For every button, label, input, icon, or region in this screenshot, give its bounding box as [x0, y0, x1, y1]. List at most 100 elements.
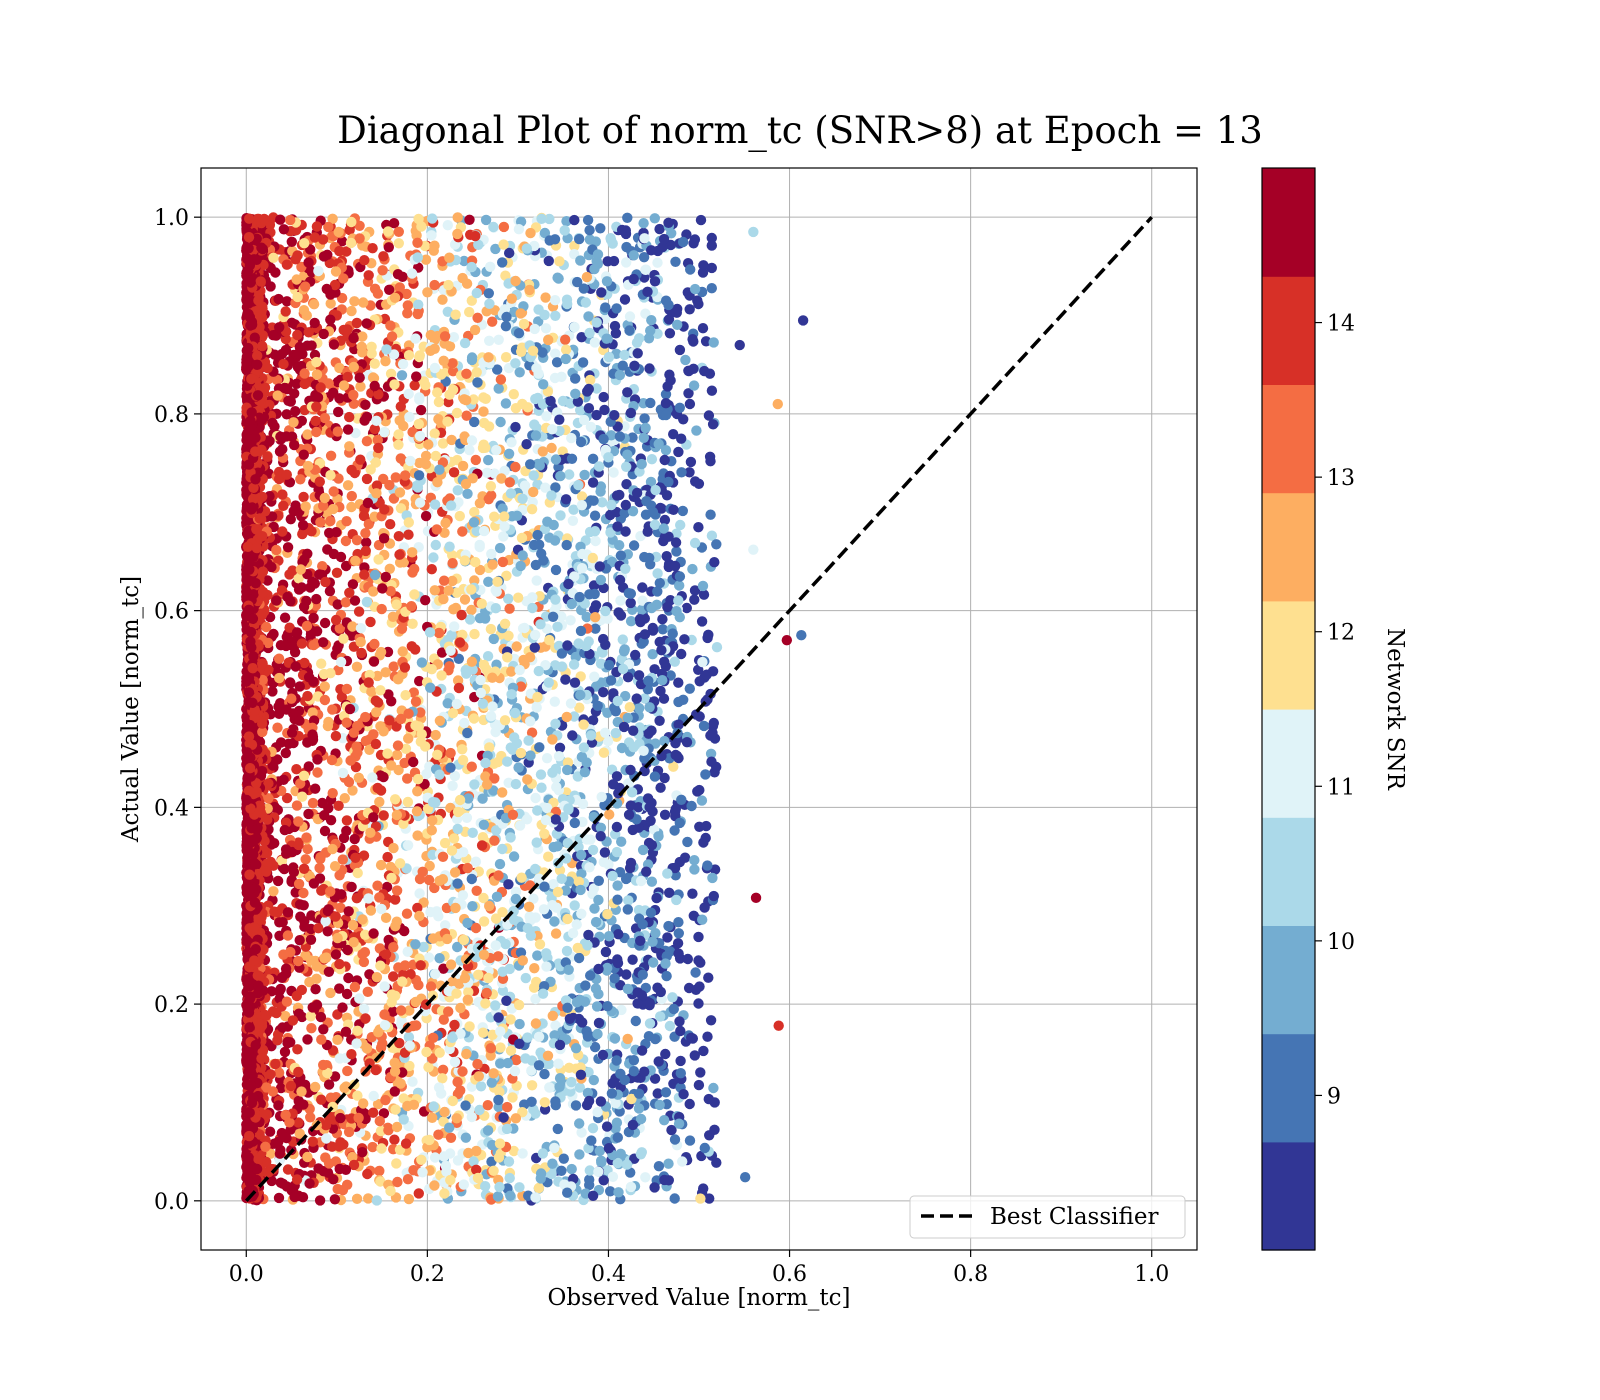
scatter-point [299, 921, 310, 932]
scatter-point [602, 735, 614, 747]
scatter-point [359, 1003, 370, 1015]
scatter-point [504, 603, 515, 614]
scatter-point [609, 973, 620, 984]
scatter-point [375, 960, 386, 971]
scatter-point [368, 812, 379, 823]
scatter-point [470, 556, 481, 568]
scatter-point [659, 1115, 670, 1126]
scatter-point [316, 1034, 327, 1045]
scatter-point [274, 446, 286, 457]
scatter-point [414, 392, 425, 403]
scatter-point [445, 645, 456, 656]
scatter-point [579, 469, 590, 481]
scatter-point [595, 1096, 607, 1107]
scatter-point [550, 814, 561, 825]
scatter-point [275, 737, 287, 748]
scatter-point [580, 297, 591, 308]
scatter-point [412, 237, 423, 248]
scatter-point [539, 309, 550, 321]
scatter-point [503, 1156, 515, 1167]
scatter-point [278, 358, 289, 370]
scatter-point [618, 721, 630, 733]
scatter-point [333, 226, 344, 238]
scatter-point [596, 287, 607, 298]
scatter-point [574, 233, 585, 245]
scatter-point [628, 540, 640, 551]
scatter-point [470, 856, 482, 867]
scatter-point [442, 416, 453, 427]
scatter-point [291, 1174, 303, 1185]
scatter-point [595, 486, 606, 497]
scatter-point [623, 588, 635, 599]
scatter-point [299, 368, 310, 379]
scatter-point [659, 454, 670, 466]
scatter-point [459, 594, 471, 605]
scatter-point [365, 905, 377, 916]
scatter-point [578, 742, 590, 753]
scatter-point [580, 980, 591, 991]
scatter-point [663, 217, 674, 228]
scatter-point [543, 677, 554, 688]
scatter-point [478, 525, 490, 537]
scatter-point [689, 594, 700, 605]
scatter-point [282, 907, 294, 918]
scatter-point [682, 836, 693, 848]
scatter-point [674, 817, 685, 829]
scatter-point [299, 378, 310, 390]
scatter-point [675, 1025, 686, 1037]
scatter-point [500, 270, 511, 281]
scatter-point [499, 521, 510, 532]
scatter-point [552, 1123, 563, 1135]
scatter-point [474, 539, 485, 551]
scatter-point [442, 698, 453, 709]
scatter-point [417, 866, 428, 877]
scatter-point [291, 764, 302, 775]
scatter-point [575, 1069, 587, 1081]
scatter-point [361, 473, 373, 485]
scatter-point [612, 880, 623, 891]
scatter-point [670, 537, 682, 548]
scatter-point [389, 1134, 400, 1145]
scatter-point [480, 998, 491, 1009]
scatter-point [509, 707, 521, 719]
scatter-point [708, 337, 719, 348]
scatter-point [335, 551, 347, 563]
scatter-point [459, 717, 470, 729]
scatter-point [505, 488, 517, 499]
scatter-point [550, 718, 561, 729]
scatter-point [530, 792, 541, 804]
scatter-point [359, 255, 370, 266]
scatter-point [688, 238, 699, 249]
scatter-point [589, 510, 601, 521]
scatter-point [429, 1180, 440, 1191]
scatter-point [324, 586, 336, 597]
scatter-point [550, 1020, 561, 1031]
scatter-point [517, 550, 528, 561]
scatter-point [358, 956, 370, 968]
scatter-point [566, 432, 577, 444]
scatter-point [451, 988, 462, 999]
scatter-point [622, 1033, 633, 1045]
scatter-point [513, 224, 525, 235]
scatter-point [534, 539, 545, 550]
scatter-point [394, 487, 406, 498]
scatter-point [689, 585, 701, 596]
scatter-point [319, 617, 331, 629]
scatter-point [423, 439, 434, 450]
scatter-point [311, 401, 322, 412]
scatter-point [455, 1085, 466, 1096]
scatter-point [671, 894, 682, 906]
scatter-point [545, 395, 556, 407]
scatter-point [393, 439, 404, 450]
scatter-point [447, 366, 459, 377]
scatter-point [708, 890, 719, 902]
scatter-point [525, 750, 536, 761]
scatter-point [529, 963, 540, 974]
scatter-point [561, 945, 573, 957]
scatter-point [701, 669, 712, 680]
scatter-point [490, 1000, 501, 1011]
scatter-point [474, 1104, 485, 1116]
scatter-point [368, 656, 380, 667]
scatter-point [620, 873, 632, 885]
scatter-point [460, 1132, 472, 1143]
